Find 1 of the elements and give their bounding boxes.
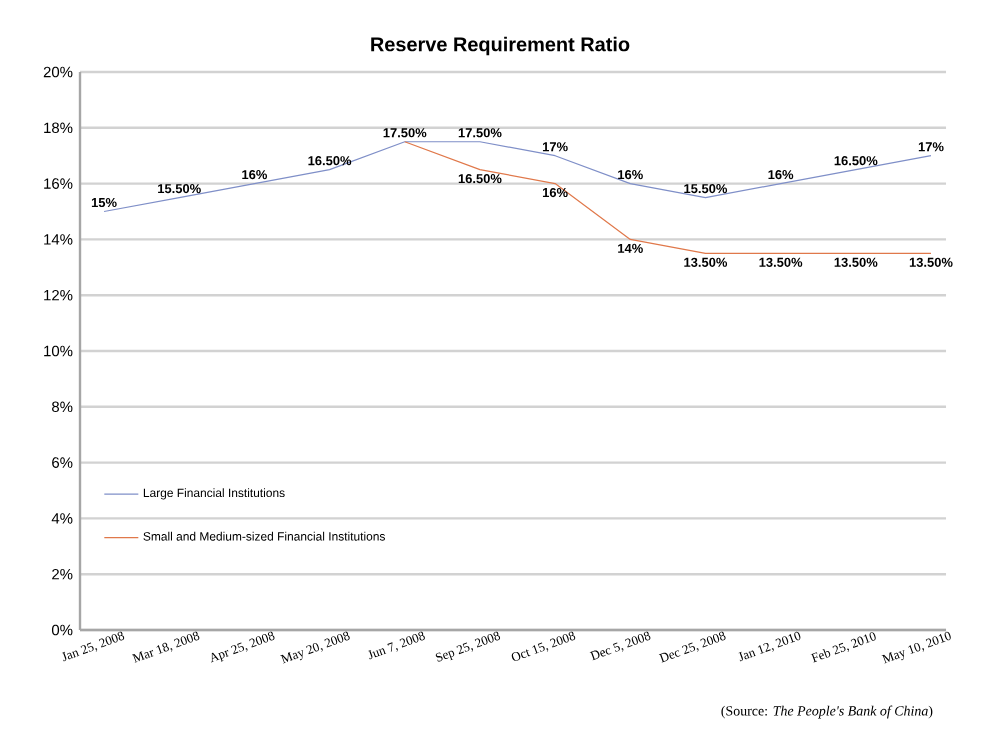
chart-title: Reserve Requirement Ratio	[371, 36, 630, 56]
